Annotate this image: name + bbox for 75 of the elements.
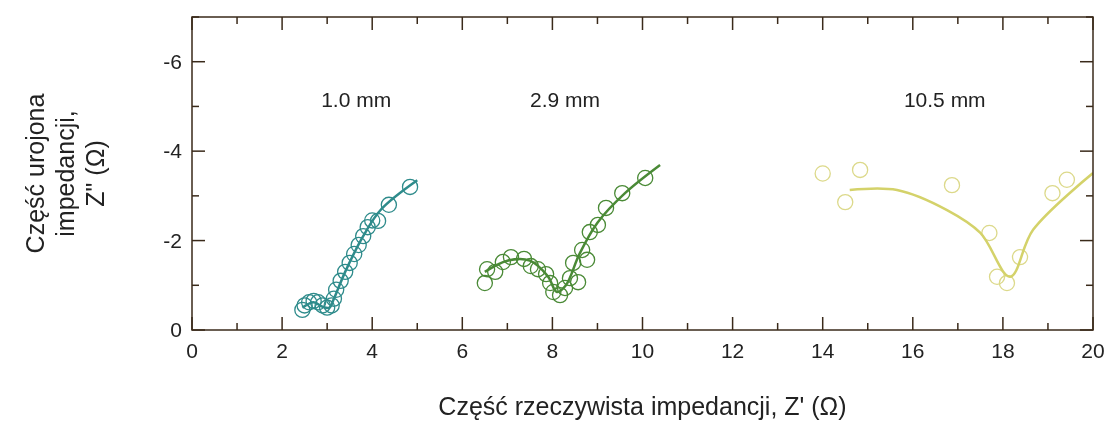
point — [369, 212, 387, 230]
y-tick-label: -6 — [163, 50, 182, 74]
annotation: 10.5 mm — [903, 88, 986, 111]
point — [332, 272, 349, 290]
point — [529, 260, 547, 278]
x-axis-title: Część rzeczywista impedancji, Z' (Ω) — [438, 392, 847, 420]
point — [569, 273, 587, 291]
point — [300, 294, 318, 311]
point — [988, 268, 1006, 285]
point — [581, 223, 599, 241]
point — [551, 286, 569, 304]
point — [478, 260, 496, 278]
point — [363, 212, 381, 229]
point — [345, 245, 363, 263]
point — [380, 196, 398, 213]
point — [336, 263, 354, 281]
point — [541, 274, 559, 292]
point — [354, 227, 372, 245]
point — [1011, 248, 1029, 266]
point — [943, 176, 961, 194]
point — [325, 290, 343, 307]
point — [476, 274, 494, 292]
x-tick-label: 12 — [720, 339, 745, 362]
point — [401, 178, 419, 196]
x-tick-label: 16 — [901, 339, 925, 362]
annotation: 2.9 mm — [530, 88, 601, 111]
point — [341, 254, 358, 272]
x-tick-label: 2 — [276, 339, 288, 362]
point — [981, 224, 998, 242]
point — [537, 265, 555, 283]
point — [309, 294, 327, 311]
x-tick-label: 20 — [1081, 339, 1105, 362]
x-tick-label: 14 — [811, 339, 835, 362]
point — [614, 184, 631, 202]
point — [545, 283, 562, 301]
x-tick-label: 0 — [186, 339, 198, 362]
point — [494, 253, 512, 271]
y-tick-label: -2 — [163, 228, 182, 252]
point — [578, 251, 596, 268]
point — [998, 274, 1016, 292]
point — [814, 165, 831, 182]
point — [573, 241, 591, 259]
point — [314, 297, 331, 314]
point — [589, 216, 607, 234]
x-tick-label: 4 — [366, 339, 379, 362]
x-tick-label: 18 — [991, 339, 1015, 362]
x-tick-label: 8 — [546, 339, 559, 362]
point — [305, 292, 322, 310]
point — [294, 301, 311, 319]
point — [296, 297, 313, 314]
line-series — [848, 171, 1093, 279]
point — [597, 199, 615, 217]
point — [359, 218, 376, 236]
point — [556, 279, 574, 297]
point — [564, 254, 582, 272]
point — [323, 297, 340, 314]
y-tick-label: 0 — [170, 318, 182, 342]
point — [502, 248, 520, 266]
y-tick-label: -4 — [163, 139, 183, 163]
annotation: 1.0 mm — [321, 88, 392, 111]
point — [327, 281, 345, 298]
point — [561, 269, 579, 287]
y-axis-title: Część urojona impedancji, Z" (Ω) — [21, 93, 109, 254]
x-tick-label: 6 — [456, 339, 469, 362]
point — [636, 169, 654, 187]
x-tick-label: 10 — [630, 339, 655, 362]
point — [851, 161, 869, 179]
point — [515, 250, 533, 268]
point — [522, 257, 539, 275]
point — [350, 236, 367, 254]
point — [1044, 184, 1061, 202]
point — [837, 193, 854, 211]
point — [1058, 171, 1076, 188]
point — [486, 263, 504, 281]
point — [318, 299, 336, 316]
